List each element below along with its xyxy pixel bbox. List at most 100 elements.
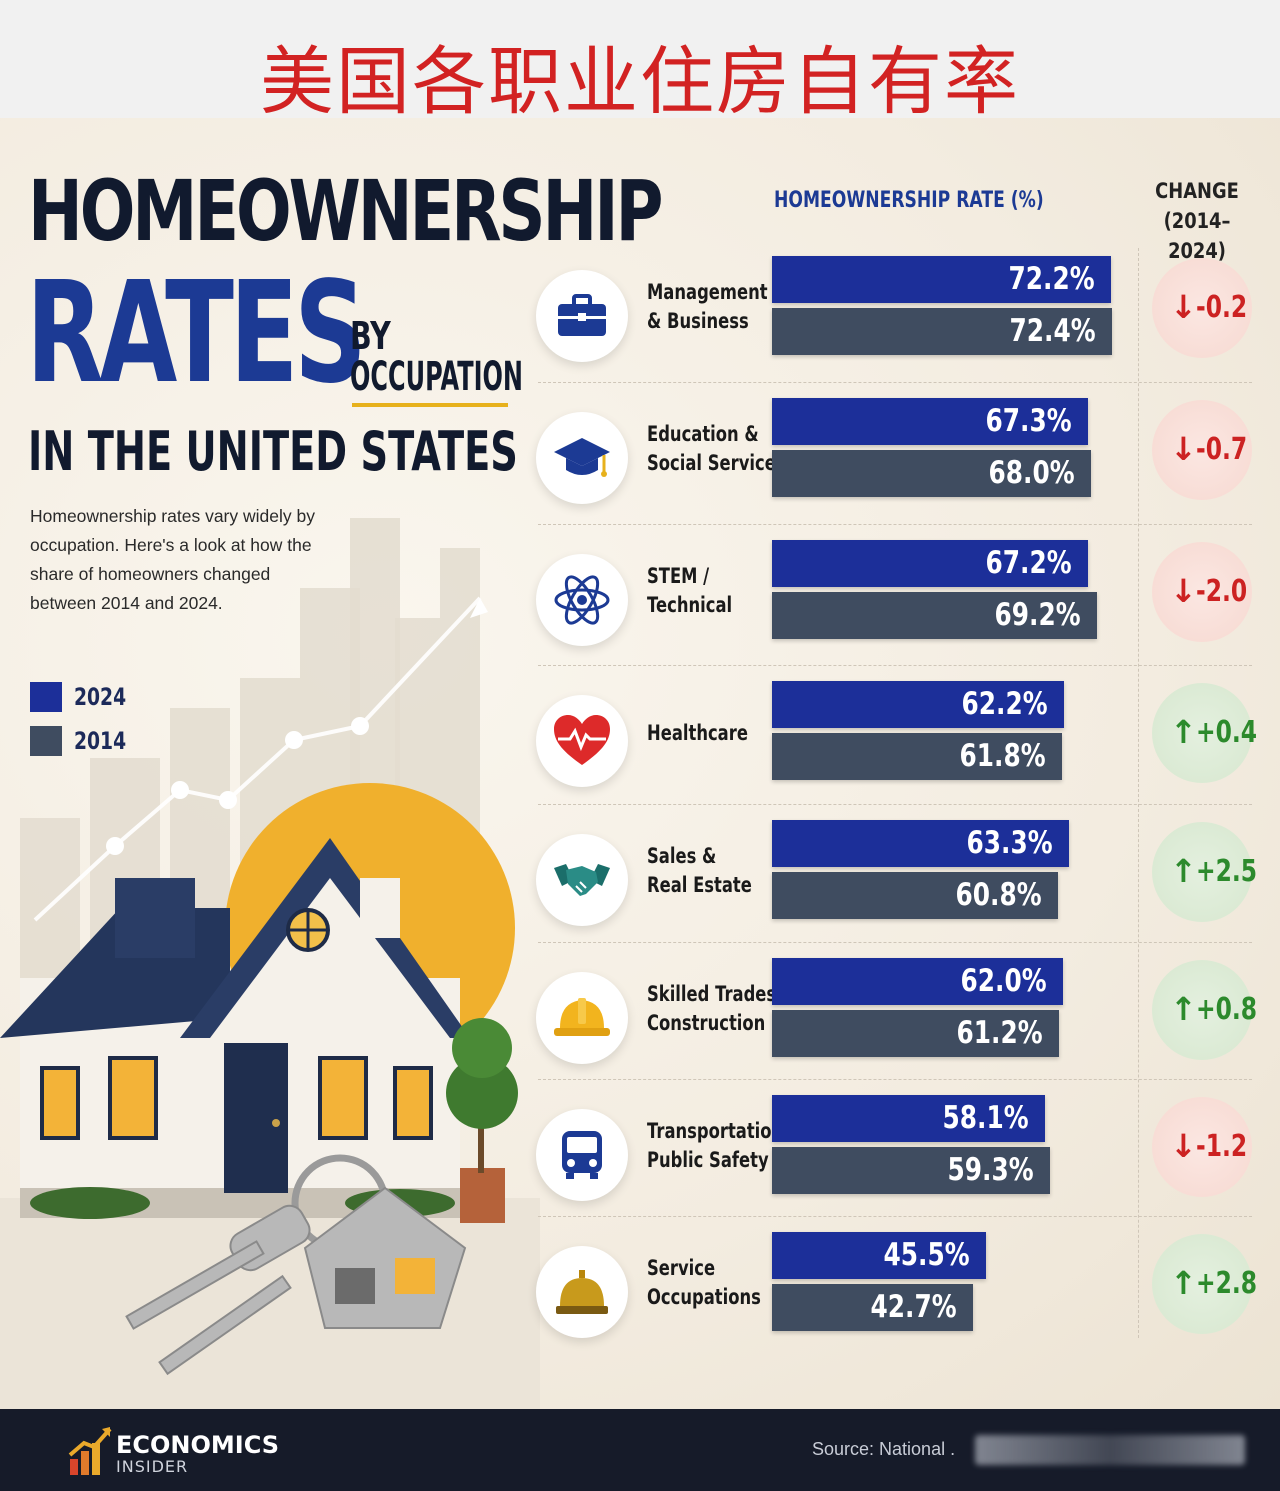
banner-title: 美国各职业住房自有率 [260, 39, 1020, 125]
occupation-label-line: Service [647, 1256, 716, 1280]
row-separator [538, 665, 1252, 666]
occupation-label: Education & Social Services [647, 420, 786, 478]
graduation-cap-icon [536, 412, 628, 504]
title-occupation: OCCUPATION [350, 354, 524, 400]
occupation-label: Management & Business [647, 278, 768, 336]
arrow-up-icon: ↑ [1170, 1264, 1197, 1302]
handshake-icon [536, 834, 628, 926]
change-column-divider [1138, 248, 1139, 1338]
occupation-label-line: Technical [647, 593, 733, 617]
bar-value-label: 61.2% [956, 1015, 1043, 1051]
bar-2014: 60.8% [772, 872, 1058, 919]
change-badge: ↑ +2.8 [1152, 1234, 1257, 1334]
occupation-label-line: Construction [647, 1011, 766, 1035]
bar-value-label: 72.2% [1008, 261, 1095, 297]
source-watermark [975, 1435, 1245, 1465]
heart-pulse-icon [536, 695, 628, 787]
bar-2014: 59.3% [772, 1147, 1050, 1194]
bar-value-label: 68.0% [988, 455, 1075, 491]
change-badge: ↓ -1.2 [1152, 1097, 1252, 1197]
row-separator [538, 1216, 1252, 1217]
title-rates: RATES [26, 252, 367, 415]
change-value: -2.0 [1196, 574, 1248, 609]
bar-2024: 72.2% [772, 256, 1111, 303]
infographic-poster: HOMEOWNERSHIP RATES BY OCCUPATION IN THE… [0, 118, 1280, 1409]
row-separator [538, 382, 1252, 383]
top-banner: 美国各职业住房自有率 [0, 0, 1280, 125]
occupation-row: Transportation & Public Safety 58.1% 59.3% ↓… [532, 1093, 1252, 1231]
change-value: +0.4 [1196, 715, 1258, 750]
legend-item-2024: 2024 [30, 682, 141, 712]
occupation-label: Healthcare [647, 719, 764, 748]
briefcase-icon [536, 270, 628, 362]
occupation-label-line: Real Estate [647, 873, 752, 897]
occupation-row: STEM / Technical 67.2% 69.2% ↓ -2.0 [532, 538, 1252, 676]
bar-value-label: 63.3% [966, 825, 1053, 861]
bar-2024: 62.2% [772, 681, 1064, 728]
legend-label: 2014 [74, 727, 127, 755]
bar-2024: 62.0% [772, 958, 1063, 1005]
legend-label: 2024 [74, 683, 127, 711]
occupation-row: Service Occupations 45.5% 42.7% ↑ +2.8 [532, 1230, 1257, 1368]
occupation-label-line: Transportation & [647, 1119, 804, 1143]
occupation-label-line: Sales & [647, 844, 717, 868]
house-illustration [0, 596, 540, 1409]
brand-logo-icon [68, 1427, 112, 1475]
occupation-label-line: Skilled Trades & [647, 982, 797, 1006]
change-badge: ↑ +0.4 [1152, 683, 1257, 783]
bar-2024: 58.1% [772, 1095, 1045, 1142]
change-value: -0.2 [1196, 290, 1248, 325]
bar-2024: 67.3% [772, 398, 1088, 445]
occupation-row: Skilled Trades & Construction 62.0% 61.2% ↑ +… [532, 956, 1257, 1094]
bar-value-label: 67.3% [985, 403, 1072, 439]
title-underline [352, 403, 508, 407]
bar-2014: 61.8% [772, 733, 1062, 780]
arrow-up-icon: ↑ [1170, 713, 1197, 751]
occupation-label: STEM / Technical [647, 562, 764, 620]
row-separator [538, 942, 1252, 943]
brand-name: ECONOMICS [116, 1431, 280, 1459]
occupation-label-line: Management [647, 280, 768, 304]
bar-value-label: 58.1% [942, 1100, 1029, 1136]
change-column-header: CHANGE (2014–2024) [1147, 176, 1247, 266]
change-badge: ↑ +0.8 [1152, 960, 1257, 1060]
bar-value-label: 59.3% [947, 1152, 1034, 1188]
bar-2024: 63.3% [772, 820, 1069, 867]
bar-value-label: 42.7% [870, 1289, 957, 1325]
row-separator [538, 1079, 1252, 1080]
legend-swatch [30, 682, 62, 712]
atom-icon [536, 554, 628, 646]
change-header-line2: (2014–2024) [1163, 209, 1231, 263]
bus-icon [536, 1109, 628, 1201]
title-homeownership: HOMEOWNERSHIP [28, 162, 663, 260]
bar-value-label: 61.8% [959, 738, 1046, 774]
bar-value-label: 62.2% [961, 686, 1048, 722]
bar-2024: 67.2% [772, 540, 1088, 587]
bar-2014: 69.2% [772, 592, 1097, 639]
bar-2014: 68.0% [772, 450, 1091, 497]
change-value: -0.7 [1196, 432, 1248, 467]
bar-value-label: 62.0% [960, 963, 1047, 999]
occupation-label: Transportation & Public Safety [647, 1117, 804, 1175]
title-by: BY [350, 314, 391, 358]
occupation-label-line: Healthcare [647, 721, 748, 745]
bar-2014: 61.2% [772, 1010, 1059, 1057]
service-bell-icon [536, 1246, 628, 1338]
occupation-row: Management & Business 72.2% 72.4% ↓ -0.2 [532, 254, 1252, 392]
footer: ECONOMICS INSIDER Source: National . [0, 1409, 1280, 1491]
occupation-label-line: Education & [647, 422, 759, 446]
change-value: -1.2 [1196, 1129, 1248, 1164]
change-badge: ↓ -2.0 [1152, 542, 1252, 642]
occupation-row: Sales & Real Estate 63.3% 60.8% ↑ +2.5 [532, 818, 1257, 956]
arrow-down-icon: ↓ [1170, 288, 1197, 326]
arrow-up-icon: ↑ [1170, 990, 1197, 1028]
occupation-label: Service Occupations [647, 1254, 764, 1312]
legend-swatch [30, 726, 62, 756]
bar-value-label: 72.4% [1009, 313, 1096, 349]
occupation-label-line: & Business [647, 309, 749, 333]
occupation-label-line: Social Services [647, 451, 786, 475]
bar-value-label: 69.2% [994, 597, 1081, 633]
bar-2024: 45.5% [772, 1232, 986, 1279]
arrow-down-icon: ↓ [1170, 572, 1197, 610]
bar-value-label: 67.2% [985, 545, 1072, 581]
